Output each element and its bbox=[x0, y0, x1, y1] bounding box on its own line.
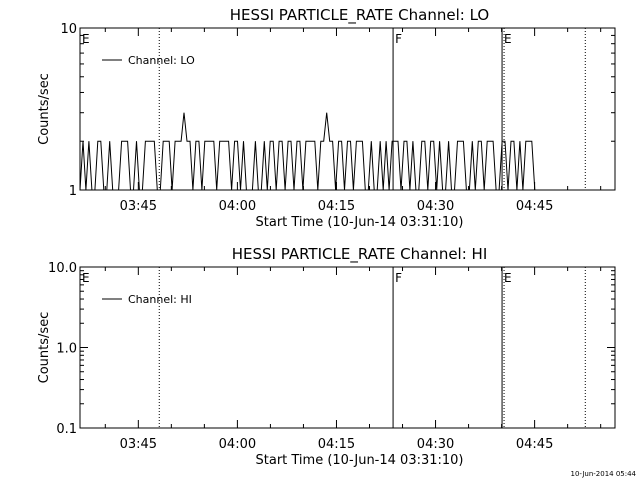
chart-title: HESSI PARTICLE_RATE Channel: LO bbox=[230, 6, 489, 25]
legend-label: Channel: LO bbox=[128, 54, 195, 67]
x-tick-label: 04:00 bbox=[219, 199, 256, 214]
x-tick-label: 04:45 bbox=[516, 199, 553, 214]
event-marker-label: E bbox=[504, 32, 512, 46]
chart-panel-1: HESSI PARTICLE_RATE Channel: HI Start Tim… bbox=[37, 245, 616, 468]
x-tick-label: 04:15 bbox=[318, 199, 355, 214]
x-tick-label: 04:00 bbox=[219, 437, 256, 452]
legend-label: Channel: HI bbox=[128, 293, 192, 306]
x-tick-label: 04:30 bbox=[417, 437, 454, 452]
y-axis-label: Counts/sec bbox=[37, 312, 52, 384]
event-marker-label: E bbox=[82, 271, 90, 285]
chart-title: HESSI PARTICLE_RATE Channel: HI bbox=[232, 245, 488, 264]
y-axis-label: Counts/sec bbox=[37, 73, 52, 145]
event-marker-label: E bbox=[82, 32, 90, 46]
y-tick-label: 1.0 bbox=[56, 342, 77, 357]
x-tick-label: 04:45 bbox=[516, 437, 553, 452]
event-marker-label: F bbox=[395, 32, 402, 46]
x-tick-label: 04:15 bbox=[318, 437, 355, 452]
x-axis-label: Start Time (10-Jun-14 03:31:10) bbox=[256, 453, 464, 468]
y-tick-label: 1 bbox=[69, 184, 77, 199]
y-tick-label: 10.0 bbox=[48, 261, 77, 276]
event-marker-label: F bbox=[395, 271, 402, 285]
y-tick-label: 10 bbox=[60, 22, 77, 37]
x-tick-label: 04:30 bbox=[417, 199, 454, 214]
series-line-0 bbox=[79, 112, 568, 191]
y-tick-label: 0.1 bbox=[56, 422, 77, 437]
plot-frame bbox=[79, 27, 616, 191]
x-tick-label: 03:45 bbox=[120, 199, 157, 214]
x-tick-label: 03:45 bbox=[120, 437, 157, 452]
footer-timestamp: 10-Jun-2014 05:44 bbox=[571, 470, 637, 478]
event-marker-label: E bbox=[504, 271, 512, 285]
chart-panel-0: HESSI PARTICLE_RATE Channel: LO Start Tim… bbox=[37, 6, 616, 230]
plot-frame bbox=[79, 266, 616, 429]
x-axis-label: Start Time (10-Jun-14 03:31:10) bbox=[256, 215, 464, 230]
